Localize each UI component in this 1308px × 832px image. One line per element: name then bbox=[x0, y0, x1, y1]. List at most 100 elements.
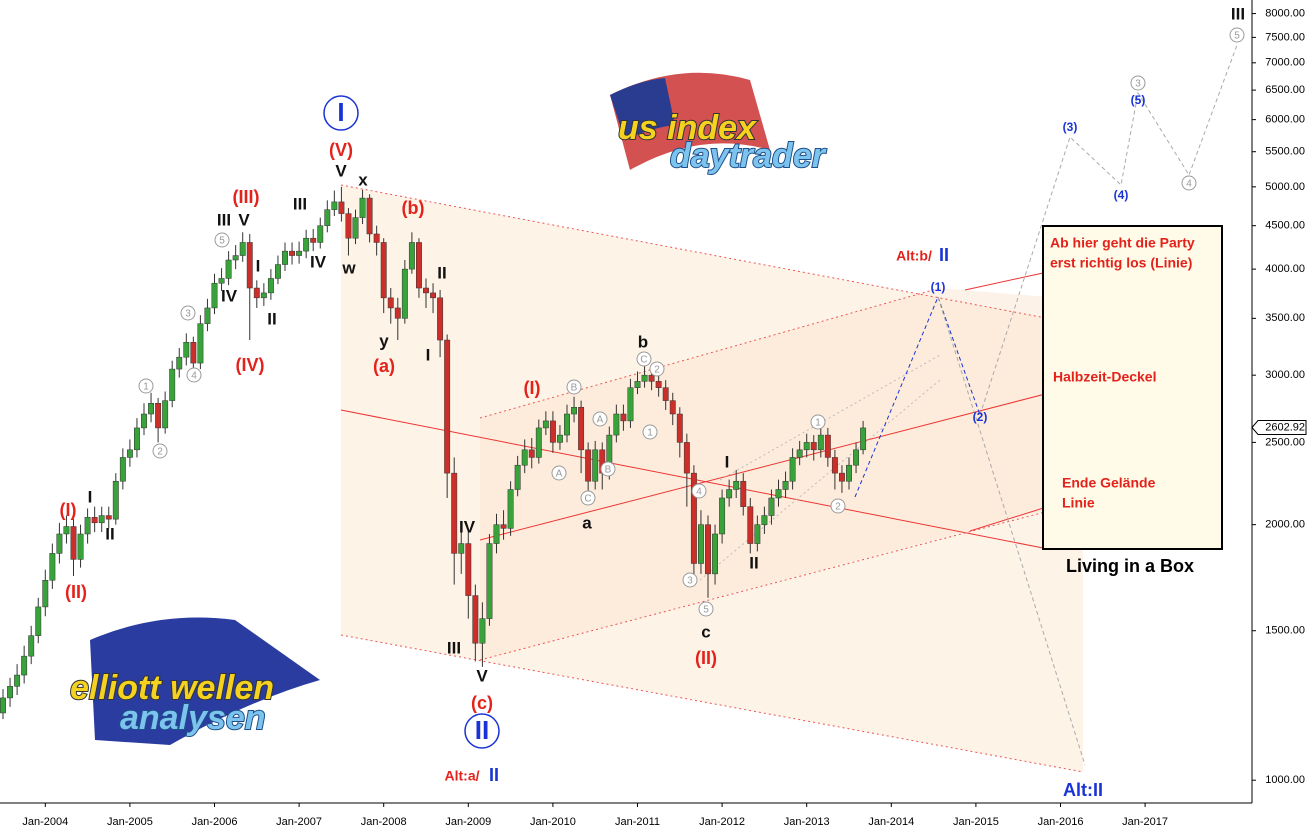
candle-body bbox=[740, 480, 747, 507]
candle-body bbox=[796, 449, 803, 458]
candle-body bbox=[352, 217, 359, 239]
candle-body bbox=[169, 368, 176, 401]
candle-body bbox=[14, 674, 21, 687]
wave-label: III bbox=[447, 638, 461, 657]
candle-body bbox=[267, 278, 274, 294]
channel-line bbox=[340, 634, 1084, 773]
candle-body bbox=[853, 449, 859, 466]
wave-label: (b) bbox=[402, 198, 425, 218]
candle-body bbox=[669, 400, 676, 415]
logo-text: daytrader bbox=[670, 137, 827, 175]
wave-label: 5 bbox=[1234, 31, 1240, 42]
logo-text: analysen bbox=[120, 699, 266, 737]
candle-body bbox=[458, 543, 465, 554]
wave-label: (4) bbox=[1114, 188, 1129, 202]
y-tick-label: 3000.00 bbox=[1265, 369, 1305, 381]
candle-body bbox=[613, 413, 620, 436]
candle-body bbox=[134, 427, 140, 451]
wave-label: I bbox=[426, 345, 431, 364]
candle-body bbox=[366, 197, 373, 235]
wave-label: x bbox=[358, 170, 368, 189]
candle-body bbox=[401, 268, 408, 319]
y-tick-label: 1500.00 bbox=[1265, 625, 1305, 637]
y-tick-label: 7000.00 bbox=[1265, 57, 1305, 69]
wave-circle bbox=[1181, 175, 1197, 191]
wave-circle bbox=[691, 483, 707, 499]
wave-label: B bbox=[605, 465, 612, 476]
logo-text: us index bbox=[618, 109, 758, 147]
candle-body bbox=[676, 413, 683, 443]
candle-body bbox=[592, 449, 599, 482]
wave-label: 1 bbox=[143, 382, 149, 393]
candle-body bbox=[359, 197, 366, 218]
wave-label: (I) bbox=[60, 500, 77, 520]
candle-body bbox=[324, 209, 331, 226]
wave-label: III bbox=[1231, 4, 1245, 23]
wave-label: 1 bbox=[815, 418, 821, 429]
y-tick-label: 4000.00 bbox=[1265, 263, 1305, 275]
candle-body bbox=[831, 457, 838, 474]
wave-label: (IV) bbox=[236, 355, 265, 375]
candle-body bbox=[197, 323, 204, 364]
wave-label: (3) bbox=[1063, 120, 1078, 134]
candle-body bbox=[683, 442, 690, 474]
candle-body bbox=[408, 242, 415, 270]
wave-label: 4 bbox=[696, 487, 702, 498]
box-caption: Living in a Box bbox=[1066, 556, 1194, 576]
candle-body bbox=[345, 213, 352, 239]
wave-labels: I(V)V xw(III)III V5IIVII(IV)IIIIV3412(I)II… bbox=[60, 4, 1246, 799]
candle-body bbox=[810, 442, 817, 451]
candle-body bbox=[662, 387, 669, 401]
y-tick-label: 8000.00 bbox=[1265, 7, 1305, 19]
wave-circle bbox=[1229, 27, 1245, 43]
wave-circle bbox=[592, 411, 608, 427]
wave-label: A bbox=[556, 469, 563, 480]
wave-circle bbox=[138, 378, 154, 394]
candle-body bbox=[472, 595, 479, 644]
wave-circle bbox=[551, 465, 567, 481]
candle-body bbox=[28, 635, 35, 657]
y-tick-label: 2500.00 bbox=[1265, 436, 1305, 448]
candle-body bbox=[747, 506, 754, 544]
candle-body bbox=[782, 480, 789, 490]
wave-circle bbox=[682, 572, 698, 588]
x-tick-label: Jan-2010 bbox=[530, 816, 576, 828]
wave-label: 5 bbox=[219, 236, 225, 247]
candle-body bbox=[726, 489, 733, 499]
wave-label: V bbox=[238, 210, 250, 229]
candle-body bbox=[803, 442, 810, 451]
candle-body bbox=[91, 517, 98, 524]
candle-body bbox=[521, 449, 528, 466]
projection bbox=[854, 295, 981, 498]
x-tick-label: Jan-2017 bbox=[1122, 816, 1168, 828]
y-tick-label: 5500.00 bbox=[1265, 146, 1305, 158]
wave-circle bbox=[214, 232, 230, 248]
candle-body bbox=[479, 618, 486, 644]
candle-body bbox=[49, 553, 56, 581]
candle-body bbox=[578, 406, 585, 451]
wave-circle bbox=[649, 361, 665, 377]
wave-label: 3 bbox=[687, 576, 693, 587]
candle-body bbox=[690, 472, 697, 564]
wave-label: II bbox=[489, 765, 499, 785]
candle-body bbox=[648, 374, 655, 382]
candle-body bbox=[761, 515, 768, 525]
candle-body bbox=[641, 374, 648, 382]
x-tick-label: Jan-2016 bbox=[1038, 816, 1084, 828]
candle-body bbox=[451, 472, 458, 554]
candle-body bbox=[289, 250, 296, 256]
candle-body bbox=[824, 434, 831, 458]
wave-label: w bbox=[341, 258, 356, 277]
y-tick-label: 2000.00 bbox=[1265, 519, 1305, 531]
wave-label: IV bbox=[459, 517, 476, 536]
wave-label: a bbox=[582, 513, 592, 532]
y-tick-label: 1000.00 bbox=[1265, 774, 1305, 786]
wave-label: (III) bbox=[233, 187, 260, 207]
x-tick-label: Jan-2015 bbox=[953, 816, 999, 828]
candle-body bbox=[35, 606, 42, 636]
halbzeit-line bbox=[479, 391, 1054, 541]
wave-label: A bbox=[597, 415, 604, 426]
wave-label: 5 bbox=[703, 605, 709, 616]
wave-label: (I) bbox=[524, 378, 541, 398]
